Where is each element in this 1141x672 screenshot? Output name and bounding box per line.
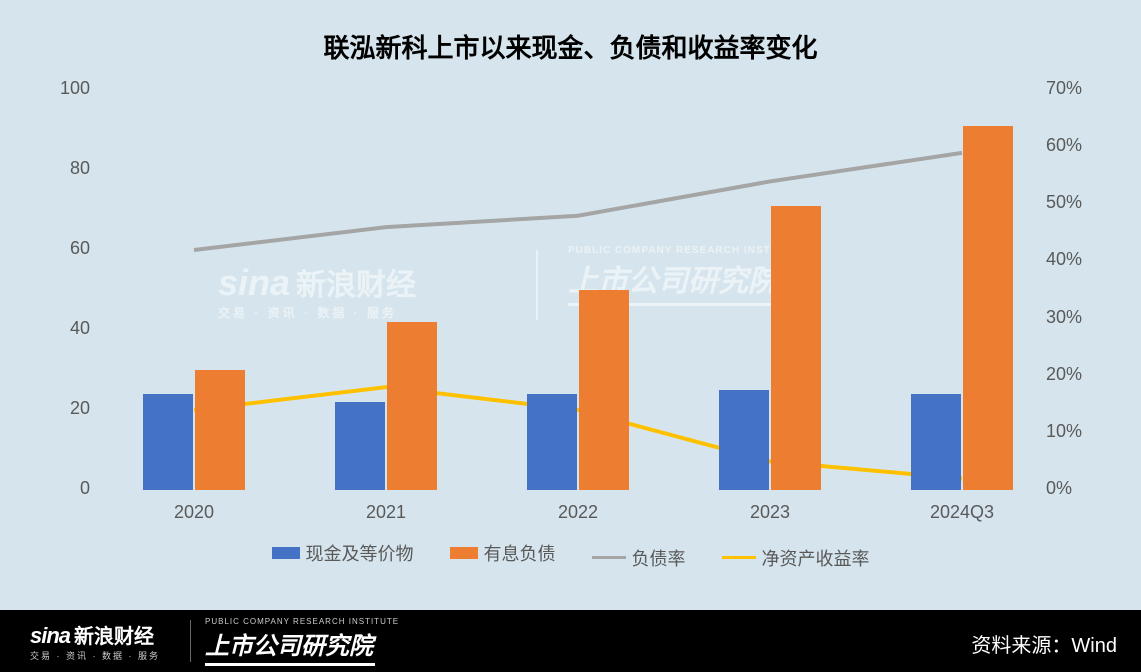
legend-item: 净资产收益率 [722, 545, 870, 571]
y1-tick-label: 0 [40, 478, 90, 499]
sina-logo-text: sina [30, 623, 70, 648]
y2-tick-label: 0% [1046, 478, 1116, 499]
bar [335, 402, 385, 490]
bar [527, 394, 577, 490]
x-tick-label: 2023 [710, 502, 830, 523]
legend-item: 现金及等价物 [272, 540, 414, 566]
bar [771, 206, 821, 490]
bar [143, 394, 193, 490]
bar [387, 322, 437, 490]
sina-logo-sub: 交易 · 资讯 · 数据 · 服务 [30, 649, 160, 662]
sina-logo-cn: 新浪财经 [74, 626, 154, 648]
y2-tick-label: 50% [1046, 192, 1116, 213]
y2-tick-label: 40% [1046, 249, 1116, 270]
x-tick-label: 2020 [134, 502, 254, 523]
legend-item: 有息负债 [450, 540, 556, 566]
y2-tick-label: 20% [1046, 364, 1116, 385]
data-source: 资料来源：Wind [971, 629, 1117, 658]
y2-tick-label: 70% [1046, 78, 1116, 99]
x-tick-label: 2024Q3 [902, 502, 1022, 523]
sina-finance-logo: sina新浪财经 交易 · 资讯 · 数据 · 服务 [30, 610, 160, 672]
y1-tick-label: 40 [40, 318, 90, 339]
x-tick-label: 2022 [518, 502, 638, 523]
y2-tick-label: 30% [1046, 307, 1116, 328]
y1-tick-label: 80 [40, 158, 90, 179]
footer-bar: sina新浪财经 交易 · 资讯 · 数据 · 服务 PUBLIC COMPAN… [0, 610, 1141, 672]
y1-tick-label: 20 [40, 398, 90, 419]
line-series [194, 153, 962, 250]
y2-tick-label: 10% [1046, 421, 1116, 442]
y1-tick-label: 60 [40, 238, 90, 259]
chart-container: 联泓新科上市以来现金、负债和收益率变化 sina新浪财经 交易 · 资讯 · 数… [30, 10, 1111, 610]
bar [719, 390, 769, 490]
bar [579, 290, 629, 490]
y2-tick-label: 60% [1046, 135, 1116, 156]
legend-item: 负债率 [592, 545, 686, 571]
logo-divider [190, 620, 191, 662]
research-institute-logo: PUBLIC COMPANY RESEARCH INSTITUTE 上市公司研究… [205, 610, 399, 672]
institute-logo-cn: 上市公司研究院 [205, 626, 399, 661]
bar [195, 370, 245, 490]
chart-title: 联泓新科上市以来现金、负债和收益率变化 [30, 28, 1111, 65]
line-series [194, 387, 962, 478]
bar [911, 394, 961, 490]
legend: 现金及等价物 有息负债 负债率 净资产收益率 [30, 540, 1111, 571]
y1-tick-label: 100 [40, 78, 90, 99]
plot-area: sina新浪财经 交易 · 资讯 · 数据 · 服务 PUBLIC COMPAN… [98, 90, 1058, 490]
institute-logo-en: PUBLIC COMPANY RESEARCH INSTITUTE [205, 617, 399, 626]
bar [963, 126, 1013, 490]
x-tick-label: 2021 [326, 502, 446, 523]
